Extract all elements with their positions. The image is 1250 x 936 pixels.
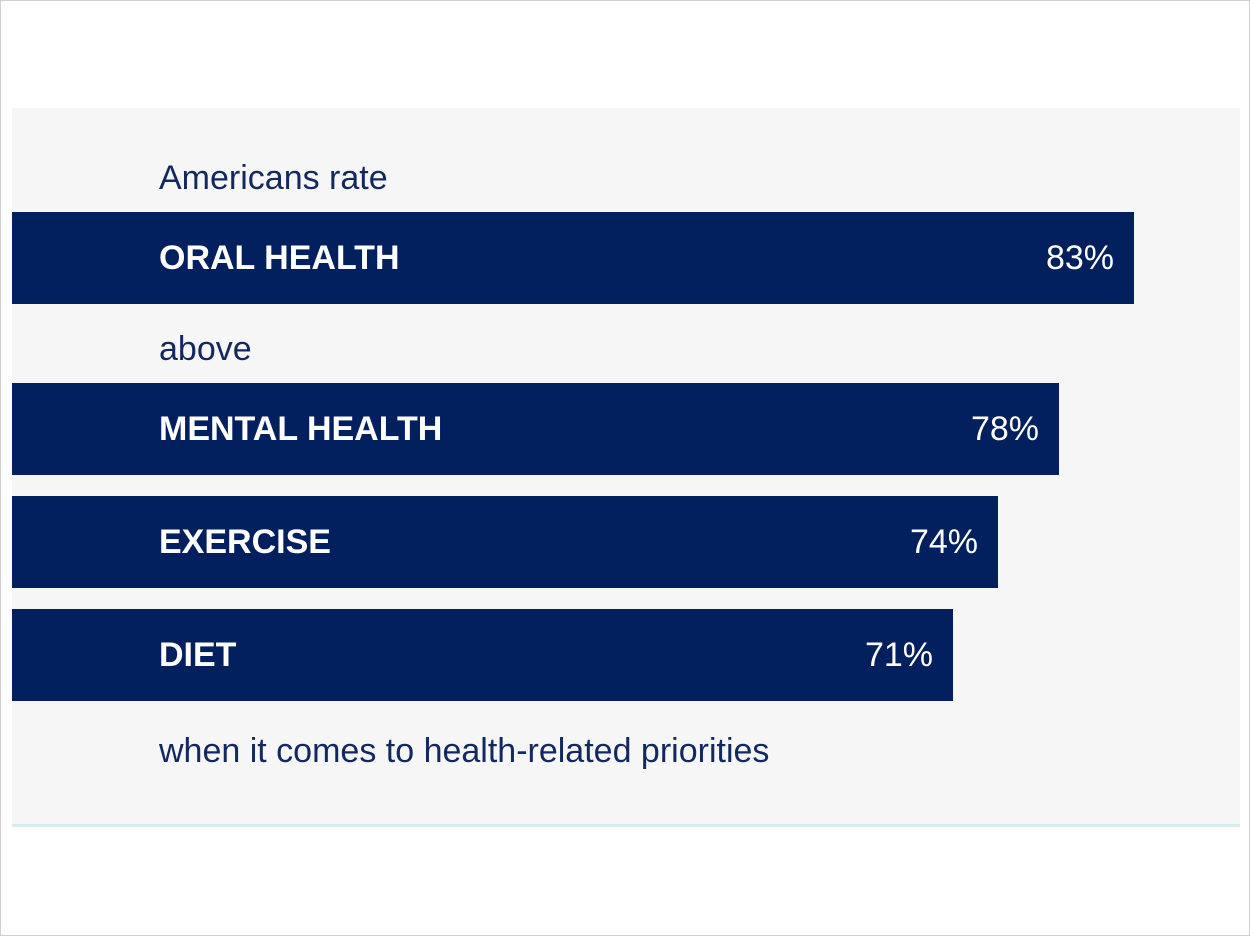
bar-value-diet: 71% (864, 636, 933, 674)
infographic-panel: Americans rate ORAL HEALTH 83% above MEN… (12, 108, 1240, 827)
bar-label-diet: DIET (159, 636, 237, 674)
bar-label-oral-health: ORAL HEALTH (159, 239, 400, 277)
bar-value-exercise: 74% (909, 523, 978, 561)
intro-caption: Americans rate (159, 159, 388, 197)
bar-exercise: EXERCISE 74% (12, 496, 998, 588)
bar-label-exercise: EXERCISE (159, 523, 331, 561)
connector-caption: above (159, 330, 252, 368)
bar-value-mental-health: 78% (970, 410, 1039, 448)
bar-oral-health: ORAL HEALTH 83% (12, 212, 1134, 304)
closing-caption: when it comes to health-related prioriti… (159, 732, 770, 770)
bar-mental-health: MENTAL HEALTH 78% (12, 383, 1059, 475)
bar-value-oral-health: 83% (1045, 239, 1114, 277)
bar-label-mental-health: MENTAL HEALTH (159, 410, 443, 448)
bar-diet: DIET 71% (12, 609, 953, 701)
